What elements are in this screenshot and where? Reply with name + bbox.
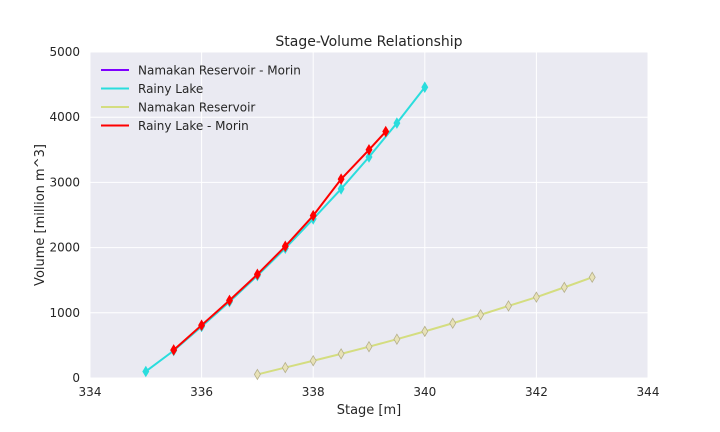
data-point	[477, 308, 485, 321]
y-axis-label: Volume [million m^3]	[33, 144, 48, 286]
x-tick-label: 334	[79, 385, 102, 399]
data-point	[281, 240, 289, 253]
series-3	[170, 125, 390, 356]
data-point	[421, 325, 429, 338]
data-point	[382, 125, 390, 138]
data-point	[198, 319, 206, 331]
plot-background	[90, 52, 648, 378]
data-point	[449, 317, 457, 330]
x-tick-label: 342	[525, 385, 548, 399]
x-axis-label: Stage [m]	[337, 403, 402, 418]
legend-label: Rainy Lake	[138, 82, 203, 96]
data-point	[588, 271, 596, 284]
data-point	[142, 365, 150, 378]
x-tick-label: 344	[637, 385, 660, 399]
data-point	[253, 368, 261, 381]
data-point	[337, 183, 345, 195]
tick-labels: 334 336 338 340 342 344 0 1000 2000 3000 4000 5000	[49, 45, 659, 399]
data-point	[505, 300, 512, 312]
legend-label: Namakan Reservoir - Morin	[138, 64, 301, 78]
data-point	[560, 281, 568, 294]
data-point	[532, 291, 540, 303]
data-point	[337, 348, 345, 360]
x-tick-label: 338	[302, 385, 325, 399]
data-point	[365, 144, 373, 156]
x-tick-label: 340	[413, 385, 436, 399]
legend-label: Rainy Lake - Morin	[138, 119, 249, 133]
data-point	[365, 151, 373, 163]
series-layer	[142, 81, 596, 381]
x-tick-label: 336	[190, 385, 213, 399]
y-tick-label: 5000	[49, 45, 80, 59]
legend: Namakan Reservoir - Morin Rainy Lake Namak…	[101, 64, 301, 133]
data-point	[365, 340, 373, 353]
y-tick-label: 4000	[49, 110, 80, 124]
y-tick-label: 2000	[49, 241, 80, 255]
y-tick-label: 0	[72, 371, 80, 385]
series-2	[253, 271, 596, 381]
data-point	[309, 354, 317, 367]
y-tick-label: 1000	[49, 306, 80, 320]
data-point	[226, 294, 233, 307]
data-point	[393, 333, 401, 345]
y-tick-label: 3000	[49, 175, 80, 189]
data-point	[170, 344, 178, 356]
data-point	[393, 117, 401, 129]
data-point	[253, 268, 261, 281]
data-point	[421, 81, 429, 93]
chart-title: Stage-Volume Relationship	[275, 34, 462, 50]
data-point	[337, 173, 345, 185]
data-point	[281, 361, 289, 374]
legend-label: Namakan Reservoir	[138, 101, 255, 115]
data-point	[309, 209, 317, 222]
